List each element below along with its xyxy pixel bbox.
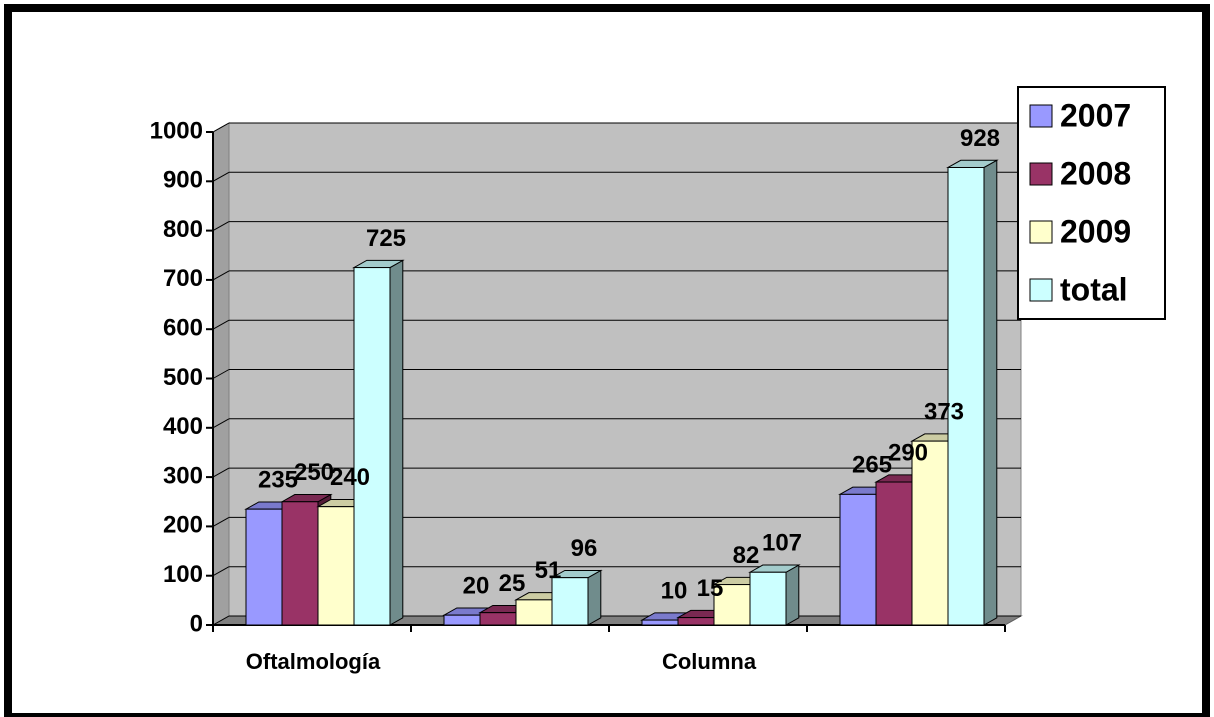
- bar-side: [389, 259, 404, 626]
- bar: [749, 571, 787, 626]
- data-label: 928: [960, 125, 1000, 152]
- y-tick-label: 0: [190, 610, 203, 637]
- bar: [947, 166, 985, 626]
- bar: [317, 506, 355, 626]
- bar: [677, 617, 715, 626]
- x-tick-label: Columna: [662, 649, 757, 674]
- x-tick-label: Oftalmología: [246, 649, 381, 674]
- data-label: 51: [535, 557, 562, 584]
- bar: [641, 619, 679, 626]
- data-label: 373: [924, 398, 964, 425]
- bar: [353, 267, 391, 626]
- bar: [515, 599, 553, 626]
- bar: [479, 612, 517, 626]
- grid-line: [212, 566, 230, 577]
- legend-label: 2008: [1060, 155, 1131, 191]
- bar: [875, 481, 913, 626]
- data-label: 725: [366, 225, 406, 252]
- data-label: 20: [463, 572, 490, 599]
- data-label: 265: [852, 452, 892, 479]
- data-label: 82: [733, 542, 760, 569]
- grid-line: [212, 615, 230, 626]
- data-label: 290: [888, 439, 928, 466]
- grid-line: [212, 319, 230, 330]
- y-tick-label: 600: [163, 315, 203, 342]
- data-label: 15: [697, 575, 724, 602]
- legend-swatch: [1029, 162, 1053, 186]
- bar-side: [587, 569, 602, 626]
- legend-label: 2007: [1060, 97, 1131, 133]
- bar: [839, 493, 877, 626]
- bar-side: [983, 159, 998, 626]
- grid-line: [212, 418, 230, 429]
- grid-line: [212, 270, 230, 281]
- legend-swatch: [1029, 278, 1053, 302]
- grid-line: [212, 516, 230, 527]
- y-tick-label: 800: [163, 216, 203, 243]
- y-tick-label: 100: [163, 561, 203, 588]
- bar: [911, 440, 949, 626]
- y-tick-label: 700: [163, 265, 203, 292]
- data-label: 235: [258, 466, 298, 493]
- bar: [245, 508, 283, 626]
- bar: [713, 584, 751, 626]
- data-label: 107: [762, 530, 802, 557]
- y-tick-label: 900: [163, 167, 203, 194]
- legend-label: 2009: [1060, 213, 1131, 249]
- legend-label: total: [1060, 271, 1128, 307]
- y-tick-label: 200: [163, 512, 203, 539]
- grid-line: [212, 467, 230, 478]
- data-label: 240: [330, 464, 370, 491]
- bar: [281, 501, 319, 626]
- y-tick-label: 400: [163, 413, 203, 440]
- legend-swatch: [1029, 220, 1053, 244]
- y-tick-label: 500: [163, 364, 203, 391]
- grid-line: [212, 171, 230, 182]
- legend-swatch: [1029, 104, 1053, 128]
- grid-line: [212, 369, 230, 379]
- grid-line: [212, 221, 230, 232]
- data-label: 96: [571, 535, 598, 562]
- y-tick-label: 1000: [150, 117, 203, 144]
- data-label: 250: [294, 459, 334, 486]
- bar-side: [785, 564, 800, 626]
- y-tick-label: 300: [163, 462, 203, 489]
- data-label: 10: [661, 577, 688, 604]
- bar: [551, 577, 589, 626]
- grid-line: [212, 122, 230, 133]
- data-label: 25: [499, 570, 526, 597]
- bar: [443, 614, 481, 626]
